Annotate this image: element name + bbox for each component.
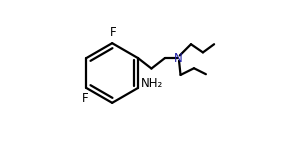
Text: F: F	[82, 92, 88, 105]
Text: NH₂: NH₂	[141, 77, 163, 90]
Text: N: N	[174, 52, 183, 65]
Text: F: F	[110, 26, 116, 39]
